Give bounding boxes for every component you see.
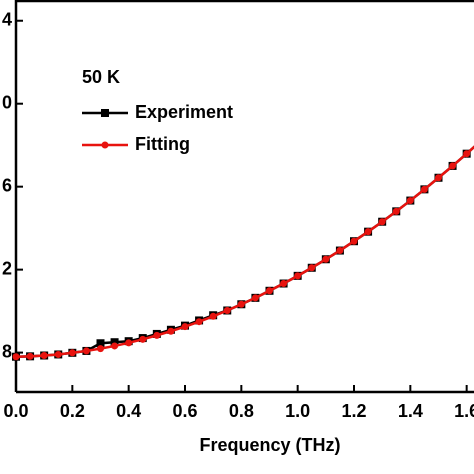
data-point bbox=[26, 352, 34, 360]
series-line bbox=[15, 145, 474, 358]
data-point bbox=[463, 150, 471, 158]
data-point bbox=[406, 197, 414, 205]
legend-label: Fitting bbox=[135, 134, 190, 154]
data-point bbox=[364, 228, 372, 236]
x-tick-label: 0.6 bbox=[172, 401, 197, 421]
data-point bbox=[68, 349, 76, 357]
data-point bbox=[322, 255, 330, 263]
data-point bbox=[12, 353, 20, 361]
data-point bbox=[336, 247, 344, 255]
x-tick-label: 0.4 bbox=[116, 401, 141, 421]
legend-label: Experiment bbox=[135, 102, 233, 122]
x-tick-label: 1.6 bbox=[454, 401, 474, 421]
data-point bbox=[96, 339, 105, 348]
data-point bbox=[435, 174, 442, 182]
y-tick-label: 4 bbox=[2, 9, 12, 29]
data-point bbox=[266, 287, 273, 295]
data-point bbox=[237, 300, 245, 308]
x-tick-label: 1.0 bbox=[285, 401, 310, 421]
data-point bbox=[153, 331, 161, 339]
data-point bbox=[294, 272, 302, 280]
annotation: 50 K bbox=[82, 67, 120, 87]
x-tick-label: 0.0 bbox=[3, 401, 28, 421]
x-tick-label: 1.4 bbox=[398, 401, 423, 421]
data-point bbox=[280, 280, 288, 288]
data-point bbox=[181, 323, 189, 331]
data-point bbox=[97, 345, 104, 353]
data-point bbox=[54, 350, 62, 358]
series-line bbox=[15, 145, 474, 358]
data-point bbox=[111, 342, 119, 350]
data-point bbox=[449, 162, 457, 170]
data-point bbox=[223, 306, 231, 314]
data-point bbox=[209, 312, 217, 320]
data-point bbox=[195, 318, 203, 326]
data-point bbox=[378, 218, 386, 226]
data-point bbox=[308, 264, 316, 272]
y-tick-label: 2 bbox=[2, 258, 12, 278]
data-point bbox=[125, 339, 133, 347]
data-point bbox=[167, 327, 175, 335]
x-tick-label: 0.8 bbox=[229, 401, 254, 421]
data-point bbox=[420, 185, 428, 193]
x-axis-label: Frequency (THz) bbox=[199, 435, 340, 455]
data-point bbox=[350, 237, 358, 245]
legend-marker bbox=[101, 109, 109, 117]
data-point bbox=[392, 207, 400, 215]
data-point bbox=[82, 347, 90, 355]
y-tick-label: 6 bbox=[2, 175, 12, 195]
data-point bbox=[110, 338, 119, 347]
data-point bbox=[139, 335, 147, 343]
x-tick-label: 1.2 bbox=[341, 401, 366, 421]
data-point bbox=[251, 294, 259, 302]
x-tick-label: 0.2 bbox=[60, 401, 85, 421]
data-point bbox=[40, 351, 48, 359]
y-tick-label: 0 bbox=[2, 92, 12, 112]
y-tick-label: 8 bbox=[2, 341, 12, 361]
legend-marker bbox=[101, 141, 109, 149]
